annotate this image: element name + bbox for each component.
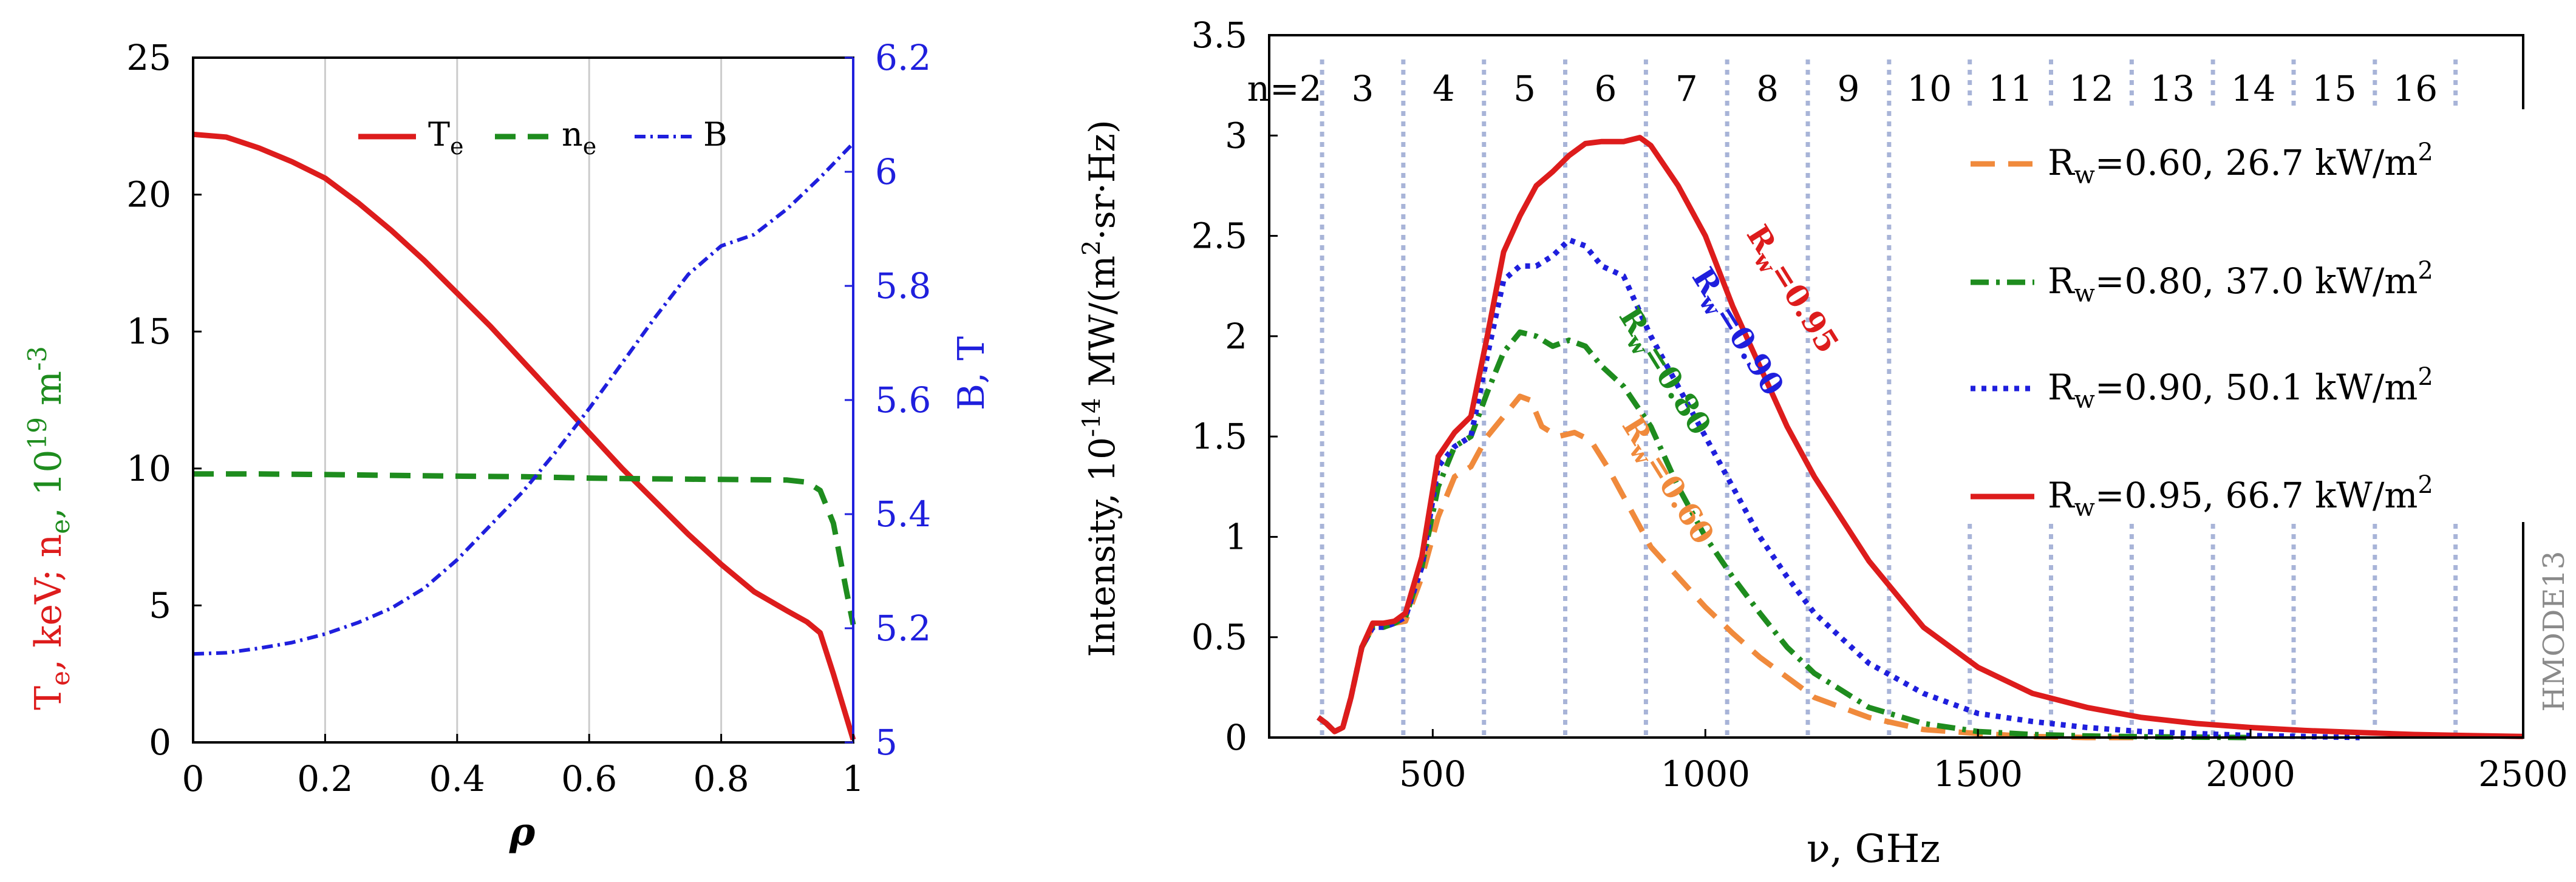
right-x-tick-label: 1000 — [1660, 753, 1750, 795]
series-r095 — [1317, 135, 2524, 739]
harmonic-label: 5 — [1513, 68, 1536, 109]
ylabel-m3-sup: -3 — [22, 346, 52, 371]
right-y-tick-label: 5.6 — [875, 379, 931, 421]
left-y-tick-label: 20 — [126, 174, 171, 215]
legend-r090-label: Rw=0.90, 50.1 kW/m2 — [2048, 363, 2433, 414]
right-x-tick-label: 2000 — [2206, 753, 2295, 795]
series-r080 — [1317, 329, 2251, 741]
harmonic-label: 8 — [1756, 68, 1779, 109]
left-y-tick-label: 25 — [126, 37, 171, 78]
ylabel-ten: , 10 — [27, 449, 70, 519]
left-ticks: 0 0.2 0.4 0.6 0.8 1051015202555.25.45.65.866.… — [126, 37, 931, 799]
harmonic-label: 9 — [1837, 68, 1859, 109]
legend-background — [1955, 109, 2526, 522]
right-y-tick-label: 2 — [1225, 316, 1247, 357]
right-x-tick-label: 2500 — [2478, 753, 2568, 795]
ylabel-m: m — [27, 371, 70, 417]
right-y-tick-label: 5.4 — [875, 494, 931, 535]
harmonic-label: n=2 — [1247, 68, 1322, 109]
right-y-tick-label: 2.5 — [1191, 215, 1247, 257]
right-y-tick-label: 1.5 — [1191, 416, 1247, 457]
ylabel-ne-sub: e — [46, 519, 75, 534]
left-legend: Te ne B — [358, 115, 727, 160]
right-x-tick-label: 500 — [1399, 753, 1467, 795]
harmonic-label: 3 — [1352, 68, 1374, 109]
legend-r095-label: Rw=0.95, 66.7 kW/m2 — [2048, 471, 2433, 522]
right-y-tick-label: 5.8 — [875, 265, 931, 307]
harmonic-label: 7 — [1675, 68, 1698, 109]
legend-te-label: Te — [428, 115, 464, 160]
left-x-tick-label: 0 — [182, 758, 205, 799]
harmonic-labels: n=2 3 4 5 6 7 8 9 10 11 12 13 14 15 16 — [1247, 68, 2438, 109]
left-x-axis-label: ρ — [509, 809, 536, 855]
legend-r060-label: Rw=0.60, 26.7 kW/m2 — [2048, 138, 2433, 189]
ylabel-te-sub: e — [46, 671, 75, 686]
left-panel: 0 0.2 0.4 0.6 0.8 1051015202555.25.45.65.866.… — [22, 37, 993, 855]
left-x-tick-label: 0.4 — [429, 758, 485, 799]
left-y-tick-label: 10 — [126, 448, 171, 489]
ylabel-19-sup: 19 — [22, 417, 52, 449]
right-curves — [1317, 135, 2524, 741]
legend-b-label: B — [703, 115, 727, 154]
ylabel-kev: , keV; n — [27, 534, 70, 671]
right-y-tick-label: 5.2 — [875, 608, 931, 649]
left-x-tick-label: 0.8 — [693, 758, 749, 799]
right-legend: Rw=0.60, 26.7 kW/m2 Rw=0.80, 37.0 kW/m2 … — [1955, 109, 2526, 522]
left-curves — [193, 131, 856, 741]
harmonic-label: 16 — [2393, 68, 2438, 109]
legend-ne-label: ne — [562, 115, 596, 160]
left-right-y-axis-label: B, T — [950, 336, 993, 410]
right-y-tick-label: 3 — [1225, 115, 1247, 156]
left-y-axis-label: Te, keV; ne, 1019 m-3 — [22, 346, 75, 710]
right-y-tick-label: 5 — [875, 722, 898, 763]
left-grid — [324, 58, 723, 742]
series-ne — [193, 471, 856, 625]
left-y-tick-label: 5 — [149, 585, 171, 626]
right-y-tick-label: 3.5 — [1191, 15, 1247, 56]
right-y-tick-label: 1 — [1225, 516, 1247, 557]
harmonic-label: 15 — [2312, 68, 2357, 109]
series-te — [193, 131, 856, 741]
harmonic-label: 4 — [1433, 68, 1455, 109]
series-b — [193, 141, 855, 656]
harmonic-label: 6 — [1595, 68, 1617, 109]
right-x-tick-label: 1500 — [1933, 753, 2023, 795]
left-x-tick-label: 0.2 — [297, 758, 353, 799]
left-x-tick-label: 0.6 — [561, 758, 617, 799]
harmonic-label: 11 — [1988, 68, 2033, 109]
right-x-axis-label: ν, GHz — [1807, 827, 1940, 872]
ylabel-te: T — [27, 686, 70, 710]
harmonic-label: 13 — [2150, 68, 2195, 109]
right-y-tick-label: 0 — [1225, 717, 1247, 758]
right-y-tick-label: 6 — [875, 151, 898, 192]
left-y-tick-label: 0 — [149, 722, 171, 763]
right-y-axis-label: Intensity, 10-14 MW/(m2·sr·Hz) — [1078, 120, 1123, 657]
side-label-hmode13: HMODE13 — [2537, 551, 2571, 712]
right-y-tick-label: 6.2 — [875, 37, 931, 78]
harmonic-label: 12 — [2069, 68, 2114, 109]
right-y-tick-label: 0.5 — [1191, 617, 1247, 658]
left-y-tick-label: 15 — [126, 311, 171, 352]
right-ticks: 500 1000 1500 2000 2500 0 0.5 1 1.5 2 2.5 3 3.5 — [1191, 15, 2568, 795]
left-x-tick-label: 1 — [842, 758, 865, 799]
harmonic-label: 14 — [2231, 68, 2276, 109]
harmonic-label: 10 — [1907, 68, 1952, 109]
legend-r080-label: Rw=0.80, 37.0 kW/m2 — [2048, 257, 2433, 308]
